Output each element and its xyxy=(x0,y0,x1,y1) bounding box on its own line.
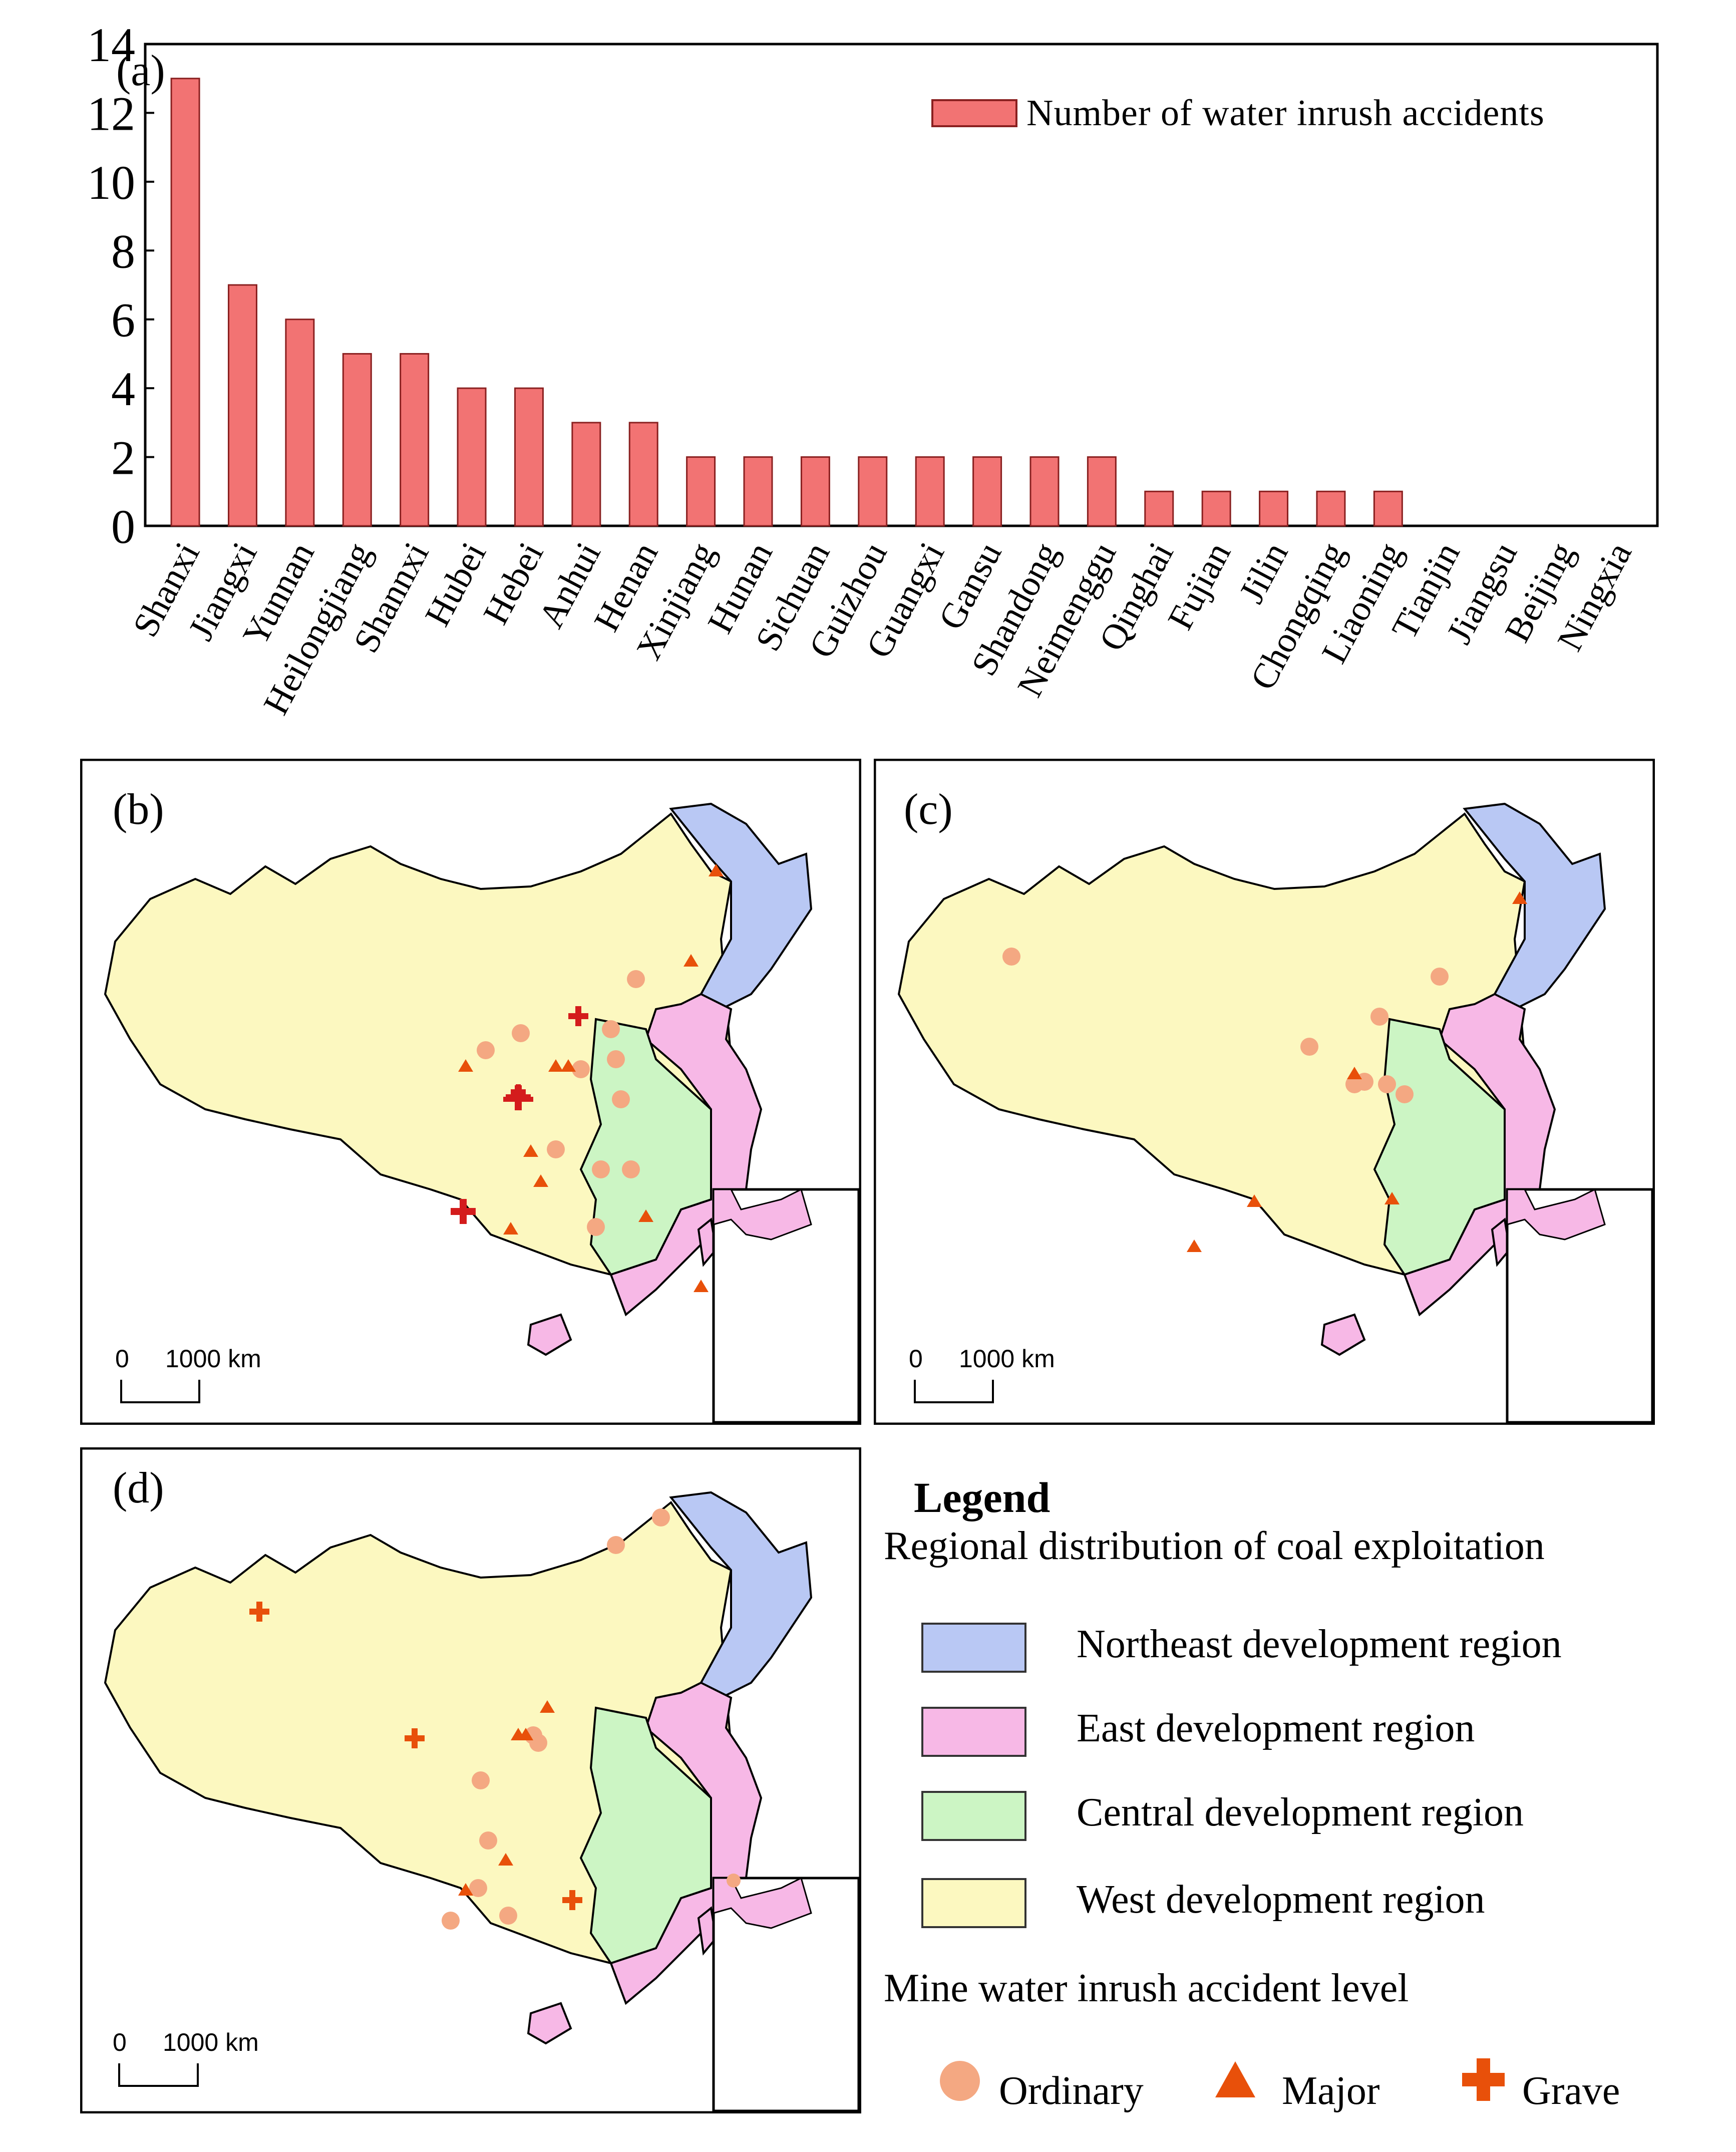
bar-gansu xyxy=(972,456,1002,527)
scale-bar-b xyxy=(120,1380,200,1403)
legend-label-central: Central development region xyxy=(1077,1790,1524,1834)
cross-icon xyxy=(1462,2058,1505,2101)
china-map xyxy=(897,802,1606,1356)
region-northeast xyxy=(669,802,813,1011)
scale-zero-d: 0 xyxy=(113,2028,127,2056)
legend: Legend Regional distribution of coal exp… xyxy=(881,1462,1722,2143)
bar-xinjiang xyxy=(686,456,716,527)
bar-shannxi xyxy=(400,353,430,527)
legend-label-grave: Grave xyxy=(1522,2069,1620,2113)
swatch-northeast xyxy=(921,1623,1026,1673)
scale-bar-c xyxy=(914,1380,994,1403)
swatch-west xyxy=(921,1878,1026,1928)
bar-anhui xyxy=(571,422,601,527)
panel-label-c: (c) xyxy=(904,785,953,834)
swatch-east xyxy=(921,1707,1026,1757)
region-east xyxy=(609,993,763,1317)
y-tick-label: 0 xyxy=(111,500,135,553)
hainan-island xyxy=(527,2002,572,2045)
scale-zero-b: 0 xyxy=(115,1345,129,1373)
legend-label-east: East development region xyxy=(1077,1706,1475,1750)
legend-label-major: Major xyxy=(1282,2069,1380,2113)
bar-hunan xyxy=(743,456,773,527)
markers xyxy=(249,1508,741,1930)
y-tick-label: 6 xyxy=(111,293,135,347)
bar-henan xyxy=(628,422,658,527)
scale-zero-c: 0 xyxy=(909,1345,923,1373)
region-east xyxy=(609,1681,763,2005)
bar-shandong xyxy=(1029,456,1060,527)
bar-sichuan xyxy=(800,456,830,527)
y-tick-label: 12 xyxy=(87,87,135,140)
region-northeast xyxy=(669,1491,813,1699)
china-map xyxy=(104,1491,813,2045)
inset-coast xyxy=(713,1877,812,1929)
bar-fujian xyxy=(1201,490,1231,527)
x-tick-label: Hubei xyxy=(417,536,494,633)
bar-neimenggu xyxy=(1087,456,1117,527)
china-map xyxy=(104,802,813,1356)
triangle-icon xyxy=(1215,2061,1255,2097)
markers xyxy=(1002,891,1527,1252)
bar-jiangxi xyxy=(227,284,257,527)
scale-text-c: 1000 km xyxy=(959,1345,1055,1373)
bar-guizhou xyxy=(858,456,888,527)
legend-swatch-bar xyxy=(931,99,1017,127)
panel-label-b: (b) xyxy=(113,785,164,834)
bar-jilin xyxy=(1259,490,1289,527)
bar-hebei xyxy=(514,387,544,527)
y-tick-label: 2 xyxy=(111,431,135,485)
y-tick-label: 10 xyxy=(87,156,135,209)
y-tick-label: 4 xyxy=(111,362,135,416)
region-central xyxy=(579,1018,712,1276)
map-panel-c: (c) 0 1000 km xyxy=(874,759,1655,1425)
plot-frame xyxy=(144,43,1659,527)
region-east xyxy=(1403,993,1556,1317)
bar-liaoning xyxy=(1373,490,1403,527)
scale-text-d: 1000 km xyxy=(163,2028,259,2056)
levels-title: Mine water inrush accident level xyxy=(884,1966,1409,2010)
hainan-island xyxy=(527,1313,572,1356)
inset-coast xyxy=(713,1188,812,1241)
hainan-island xyxy=(1320,1313,1366,1356)
map-panel-b: (b) 0 1000 km xyxy=(80,759,861,1425)
scale-text-b: 1000 km xyxy=(165,1345,261,1373)
bar-yunnan xyxy=(285,319,315,527)
legend-label-west: West development region xyxy=(1077,1878,1485,1922)
bar-guangxi xyxy=(915,456,945,527)
panel-label-d: (d) xyxy=(113,1464,164,1512)
map-panel-d: (d) 0 1000 km xyxy=(80,1447,861,2113)
legend-label-series: Number of water inrush accidents xyxy=(1026,93,1545,134)
legend-label-ordinary: Ordinary xyxy=(999,2069,1144,2113)
swatch-central xyxy=(921,1791,1026,1841)
bar-shanxi xyxy=(170,78,200,527)
y-tick-label: 8 xyxy=(111,224,135,278)
region-central xyxy=(579,1706,712,1965)
y-tick-label: 14 xyxy=(87,18,135,72)
region-central xyxy=(1373,1018,1506,1276)
bar-chongqing xyxy=(1316,490,1346,527)
circle-icon xyxy=(940,2061,980,2101)
markers xyxy=(451,864,724,1292)
bar-hubei xyxy=(457,387,487,527)
legend-label-northeast: Northeast development region xyxy=(1077,1622,1562,1666)
regions-title: Regional distribution of coal exploitati… xyxy=(884,1524,1545,1568)
legend-title: Legend xyxy=(914,1473,1051,1521)
scale-bar-d xyxy=(118,2063,199,2087)
bar-heilongjiang xyxy=(342,353,372,527)
panel-label-a: (a) xyxy=(116,47,165,95)
inset-coast xyxy=(1506,1188,1606,1241)
bar-qinghai xyxy=(1144,490,1174,527)
